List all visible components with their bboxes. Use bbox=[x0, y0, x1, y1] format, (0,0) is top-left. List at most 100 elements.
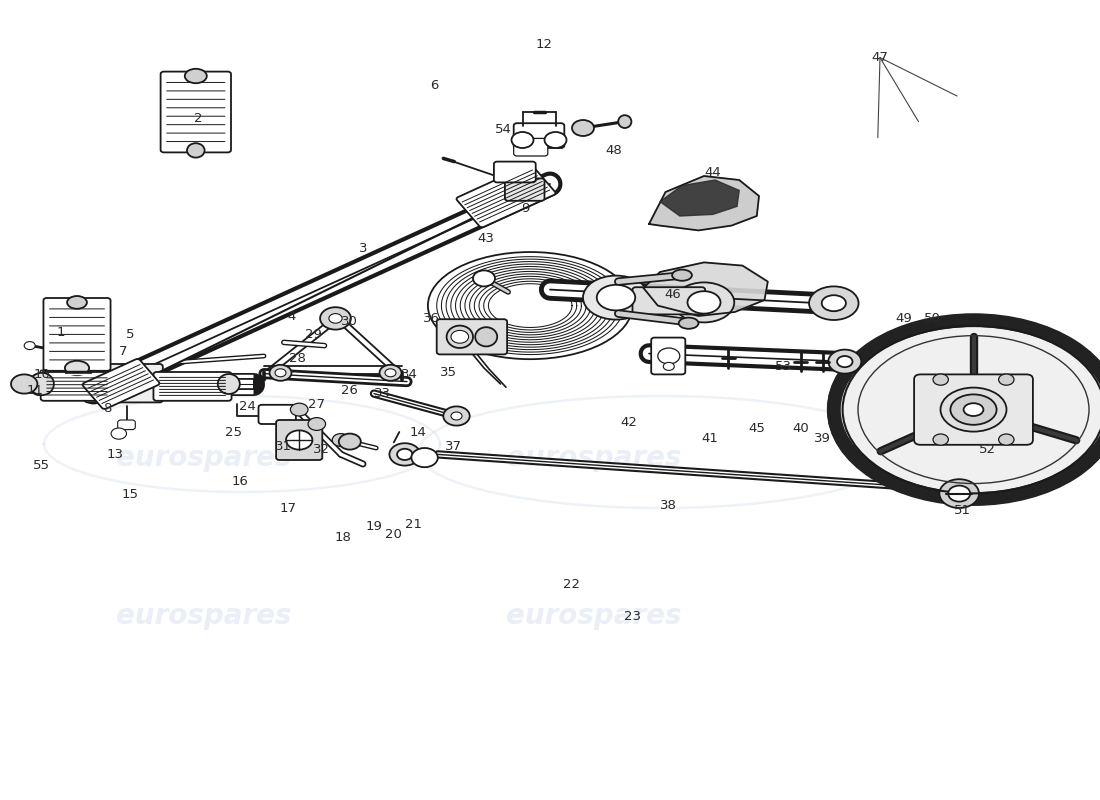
Text: 27: 27 bbox=[308, 398, 326, 410]
Ellipse shape bbox=[830, 318, 1100, 501]
Text: 16: 16 bbox=[231, 475, 249, 488]
Text: 17: 17 bbox=[279, 502, 297, 514]
Text: 49: 49 bbox=[895, 312, 913, 325]
Text: 24: 24 bbox=[239, 400, 256, 413]
Text: 5: 5 bbox=[125, 328, 134, 341]
Ellipse shape bbox=[672, 270, 692, 281]
Text: 28: 28 bbox=[288, 352, 306, 365]
Text: 1: 1 bbox=[56, 326, 65, 338]
Text: 32: 32 bbox=[312, 443, 330, 456]
Circle shape bbox=[473, 270, 495, 286]
Circle shape bbox=[329, 314, 342, 323]
FancyBboxPatch shape bbox=[41, 372, 113, 401]
Polygon shape bbox=[660, 180, 739, 216]
Ellipse shape bbox=[185, 69, 207, 83]
FancyBboxPatch shape bbox=[456, 165, 556, 227]
Text: 14: 14 bbox=[409, 426, 427, 438]
Text: 31: 31 bbox=[275, 440, 293, 453]
Text: 46: 46 bbox=[664, 288, 682, 301]
Circle shape bbox=[999, 434, 1014, 445]
FancyBboxPatch shape bbox=[276, 420, 322, 460]
Text: 15: 15 bbox=[121, 488, 139, 501]
Text: 18: 18 bbox=[334, 531, 352, 544]
Text: 55: 55 bbox=[33, 459, 51, 472]
Circle shape bbox=[658, 348, 680, 364]
FancyBboxPatch shape bbox=[258, 405, 296, 424]
Text: 19: 19 bbox=[365, 520, 383, 533]
Text: 20: 20 bbox=[385, 528, 403, 541]
FancyBboxPatch shape bbox=[437, 319, 507, 354]
Circle shape bbox=[11, 374, 37, 394]
Circle shape bbox=[339, 434, 361, 450]
FancyBboxPatch shape bbox=[494, 162, 536, 182]
FancyBboxPatch shape bbox=[914, 374, 1033, 445]
Ellipse shape bbox=[583, 275, 649, 319]
Circle shape bbox=[933, 434, 948, 445]
Text: 12: 12 bbox=[536, 38, 553, 50]
Circle shape bbox=[332, 434, 350, 446]
Text: 10: 10 bbox=[33, 368, 51, 381]
Circle shape bbox=[451, 330, 469, 343]
Ellipse shape bbox=[618, 115, 631, 128]
FancyBboxPatch shape bbox=[632, 287, 705, 314]
Circle shape bbox=[512, 132, 534, 148]
Ellipse shape bbox=[940, 388, 1006, 432]
Text: 26: 26 bbox=[341, 384, 359, 397]
Circle shape bbox=[443, 406, 470, 426]
Ellipse shape bbox=[447, 326, 473, 348]
Text: 50: 50 bbox=[924, 312, 942, 325]
Text: 33: 33 bbox=[374, 387, 392, 400]
FancyBboxPatch shape bbox=[161, 72, 231, 152]
Ellipse shape bbox=[808, 286, 858, 320]
Circle shape bbox=[663, 362, 674, 370]
Ellipse shape bbox=[688, 291, 720, 314]
FancyBboxPatch shape bbox=[505, 178, 544, 201]
Text: eurospares: eurospares bbox=[116, 443, 292, 471]
Text: 53: 53 bbox=[774, 360, 792, 373]
Circle shape bbox=[451, 412, 462, 420]
Ellipse shape bbox=[67, 296, 87, 309]
Text: 7: 7 bbox=[119, 346, 128, 358]
Text: 23: 23 bbox=[624, 610, 641, 622]
FancyBboxPatch shape bbox=[514, 123, 564, 148]
Text: 29: 29 bbox=[305, 328, 322, 341]
Text: eurospares: eurospares bbox=[506, 602, 682, 630]
Text: 13: 13 bbox=[107, 448, 124, 461]
FancyBboxPatch shape bbox=[651, 338, 685, 374]
FancyBboxPatch shape bbox=[85, 364, 163, 402]
Circle shape bbox=[275, 369, 286, 377]
Circle shape bbox=[999, 374, 1014, 386]
Text: 41: 41 bbox=[701, 432, 718, 445]
Ellipse shape bbox=[475, 327, 497, 346]
Circle shape bbox=[111, 428, 126, 439]
Circle shape bbox=[572, 120, 594, 136]
Text: 4: 4 bbox=[287, 310, 296, 322]
Text: 36: 36 bbox=[422, 312, 440, 325]
FancyBboxPatch shape bbox=[44, 298, 110, 371]
Text: 52: 52 bbox=[979, 443, 997, 456]
Text: 6: 6 bbox=[430, 79, 439, 92]
Text: 11: 11 bbox=[26, 384, 44, 397]
Circle shape bbox=[397, 449, 412, 460]
Text: 30: 30 bbox=[341, 315, 359, 328]
Text: 54: 54 bbox=[495, 123, 513, 136]
Text: 38: 38 bbox=[660, 499, 678, 512]
Circle shape bbox=[270, 365, 292, 381]
Ellipse shape bbox=[597, 285, 636, 310]
Text: 37: 37 bbox=[444, 440, 462, 453]
Circle shape bbox=[948, 486, 970, 502]
Circle shape bbox=[379, 365, 401, 381]
Text: 25: 25 bbox=[224, 426, 242, 438]
Ellipse shape bbox=[837, 356, 852, 367]
Ellipse shape bbox=[964, 403, 983, 416]
Ellipse shape bbox=[679, 318, 699, 329]
Circle shape bbox=[290, 403, 308, 416]
Text: 44: 44 bbox=[704, 166, 722, 178]
Text: 35: 35 bbox=[440, 366, 458, 378]
Circle shape bbox=[385, 369, 396, 377]
Ellipse shape bbox=[218, 374, 240, 394]
Ellipse shape bbox=[65, 361, 89, 375]
FancyBboxPatch shape bbox=[514, 138, 548, 156]
Text: 39: 39 bbox=[814, 432, 832, 445]
Ellipse shape bbox=[30, 373, 54, 395]
